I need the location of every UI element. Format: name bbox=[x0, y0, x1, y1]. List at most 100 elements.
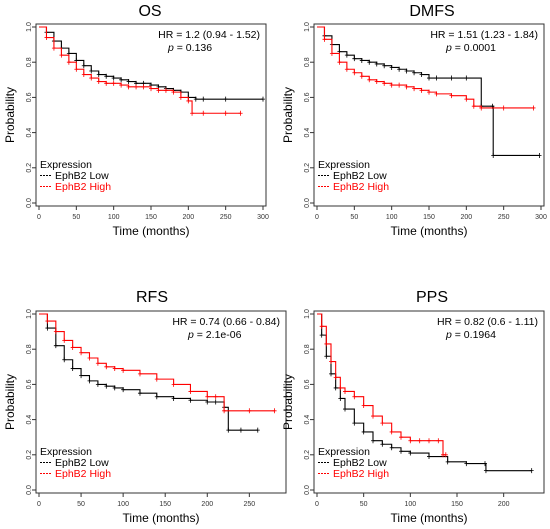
y-tick-label: 0.2 bbox=[304, 163, 311, 173]
survival-curve-ephb2-high bbox=[317, 26, 534, 109]
legend-entry: EphB2 High bbox=[333, 468, 389, 480]
y-tick-label: 0.6 bbox=[304, 92, 311, 102]
censor-mark bbox=[104, 383, 109, 389]
censor-mark bbox=[59, 52, 64, 58]
censor-mark bbox=[238, 427, 243, 433]
legend-entry: EphB2 High bbox=[333, 181, 389, 193]
censor-mark bbox=[417, 438, 422, 444]
censor-mark bbox=[154, 394, 159, 400]
y-tick-label: 0.8 bbox=[26, 57, 33, 67]
censor-mark bbox=[371, 438, 375, 444]
censor-mark bbox=[399, 448, 403, 454]
x-tick-label: 0 bbox=[315, 214, 319, 221]
legend-title: Expression bbox=[318, 159, 370, 171]
p-value: = 0.0001 bbox=[452, 42, 496, 54]
x-tick-label: 100 bbox=[386, 214, 398, 221]
censor-mark bbox=[53, 329, 58, 335]
censor-mark bbox=[399, 434, 403, 440]
x-tick-label: 150 bbox=[423, 214, 435, 221]
censor-mark bbox=[96, 72, 101, 78]
y-tick-label: 0.6 bbox=[26, 92, 33, 102]
legend-entry: EphB2 Low bbox=[333, 457, 387, 469]
censor-mark bbox=[188, 397, 193, 403]
censor-mark bbox=[87, 378, 92, 384]
censor-mark bbox=[343, 388, 347, 394]
censor-mark bbox=[529, 468, 534, 474]
censor-mark bbox=[374, 79, 379, 85]
x-tick-label: 0 bbox=[37, 214, 41, 221]
y-tick-label: 0.0 bbox=[26, 485, 33, 495]
censor-mark bbox=[352, 56, 357, 62]
censor-mark bbox=[213, 399, 218, 405]
y-tick-label: 1.0 bbox=[26, 22, 33, 32]
censor-mark bbox=[141, 84, 146, 90]
censor-mark bbox=[247, 408, 252, 414]
y-tick-label: 0.4 bbox=[304, 128, 311, 138]
censor-mark bbox=[333, 374, 338, 380]
censor-mark bbox=[79, 373, 84, 379]
censor-mark bbox=[344, 66, 349, 72]
censor-mark bbox=[449, 93, 454, 99]
censor-mark bbox=[367, 59, 372, 65]
censor-mark bbox=[156, 87, 161, 93]
censor-mark bbox=[352, 394, 357, 400]
chart-title: OS bbox=[138, 3, 161, 20]
legend-title: Expression bbox=[318, 446, 370, 458]
censor-mark bbox=[255, 427, 260, 433]
censor-mark bbox=[222, 408, 227, 414]
censor-mark bbox=[464, 96, 469, 102]
y-tick-label: 0.0 bbox=[304, 198, 311, 208]
censor-mark bbox=[479, 105, 484, 111]
legend-entry: EphB2 High bbox=[55, 468, 111, 480]
y-tick-label: 0.2 bbox=[26, 163, 33, 173]
censor-mark bbox=[81, 63, 86, 69]
chart-title: DMFS bbox=[409, 3, 454, 20]
censor-mark bbox=[261, 96, 265, 102]
km-panel-pps: PPS 0 50 100 150 200 0.0 0.2 0.4 0.6 0.8 1.0 Time (m… bbox=[281, 289, 545, 525]
censor-mark bbox=[178, 94, 183, 100]
censor-mark bbox=[104, 364, 109, 370]
p-value-text: p = 2.1e-06 bbox=[187, 329, 242, 341]
censor-mark bbox=[121, 367, 126, 373]
censor-mark bbox=[434, 75, 439, 81]
censor-mark bbox=[329, 50, 334, 56]
x-tick-label: 250 bbox=[244, 501, 256, 508]
censor-mark bbox=[201, 96, 206, 102]
censor-mark bbox=[193, 96, 198, 102]
legend-entry: EphB2 High bbox=[55, 181, 111, 193]
censor-mark bbox=[404, 84, 409, 90]
censor-mark bbox=[137, 390, 142, 396]
censor-mark bbox=[412, 86, 417, 92]
censor-mark bbox=[352, 70, 357, 76]
x-axis-label: Time (months) bbox=[123, 511, 200, 525]
legend-entry: EphB2 Low bbox=[333, 170, 387, 182]
x-tick-label: 200 bbox=[182, 214, 194, 221]
x-axis-label: Time (months) bbox=[113, 224, 190, 238]
censor-mark bbox=[272, 408, 277, 414]
censor-mark bbox=[112, 385, 117, 391]
censor-mark bbox=[389, 429, 394, 435]
censor-mark bbox=[119, 77, 124, 83]
censor-mark bbox=[408, 450, 413, 456]
censor-mark bbox=[359, 73, 364, 79]
censor-mark bbox=[359, 57, 364, 63]
censor-mark bbox=[338, 395, 343, 401]
y-tick-label: 1.0 bbox=[304, 309, 311, 319]
x-tick-label: 300 bbox=[535, 214, 547, 221]
censor-mark bbox=[329, 359, 333, 365]
censor-mark bbox=[190, 110, 195, 116]
censor-mark bbox=[163, 87, 168, 93]
p-value-text: p = 0.0001 bbox=[445, 42, 496, 54]
censor-mark bbox=[404, 68, 409, 74]
censor-mark bbox=[223, 110, 228, 116]
censor-mark bbox=[201, 110, 206, 116]
censor-mark bbox=[361, 429, 366, 435]
censor-mark bbox=[171, 89, 176, 95]
censor-mark bbox=[427, 454, 431, 460]
y-tick-label: 0.4 bbox=[304, 415, 311, 425]
x-tick-label: 50 bbox=[350, 214, 358, 221]
censor-mark bbox=[223, 96, 228, 102]
y-tick-label: 0.8 bbox=[304, 344, 311, 354]
